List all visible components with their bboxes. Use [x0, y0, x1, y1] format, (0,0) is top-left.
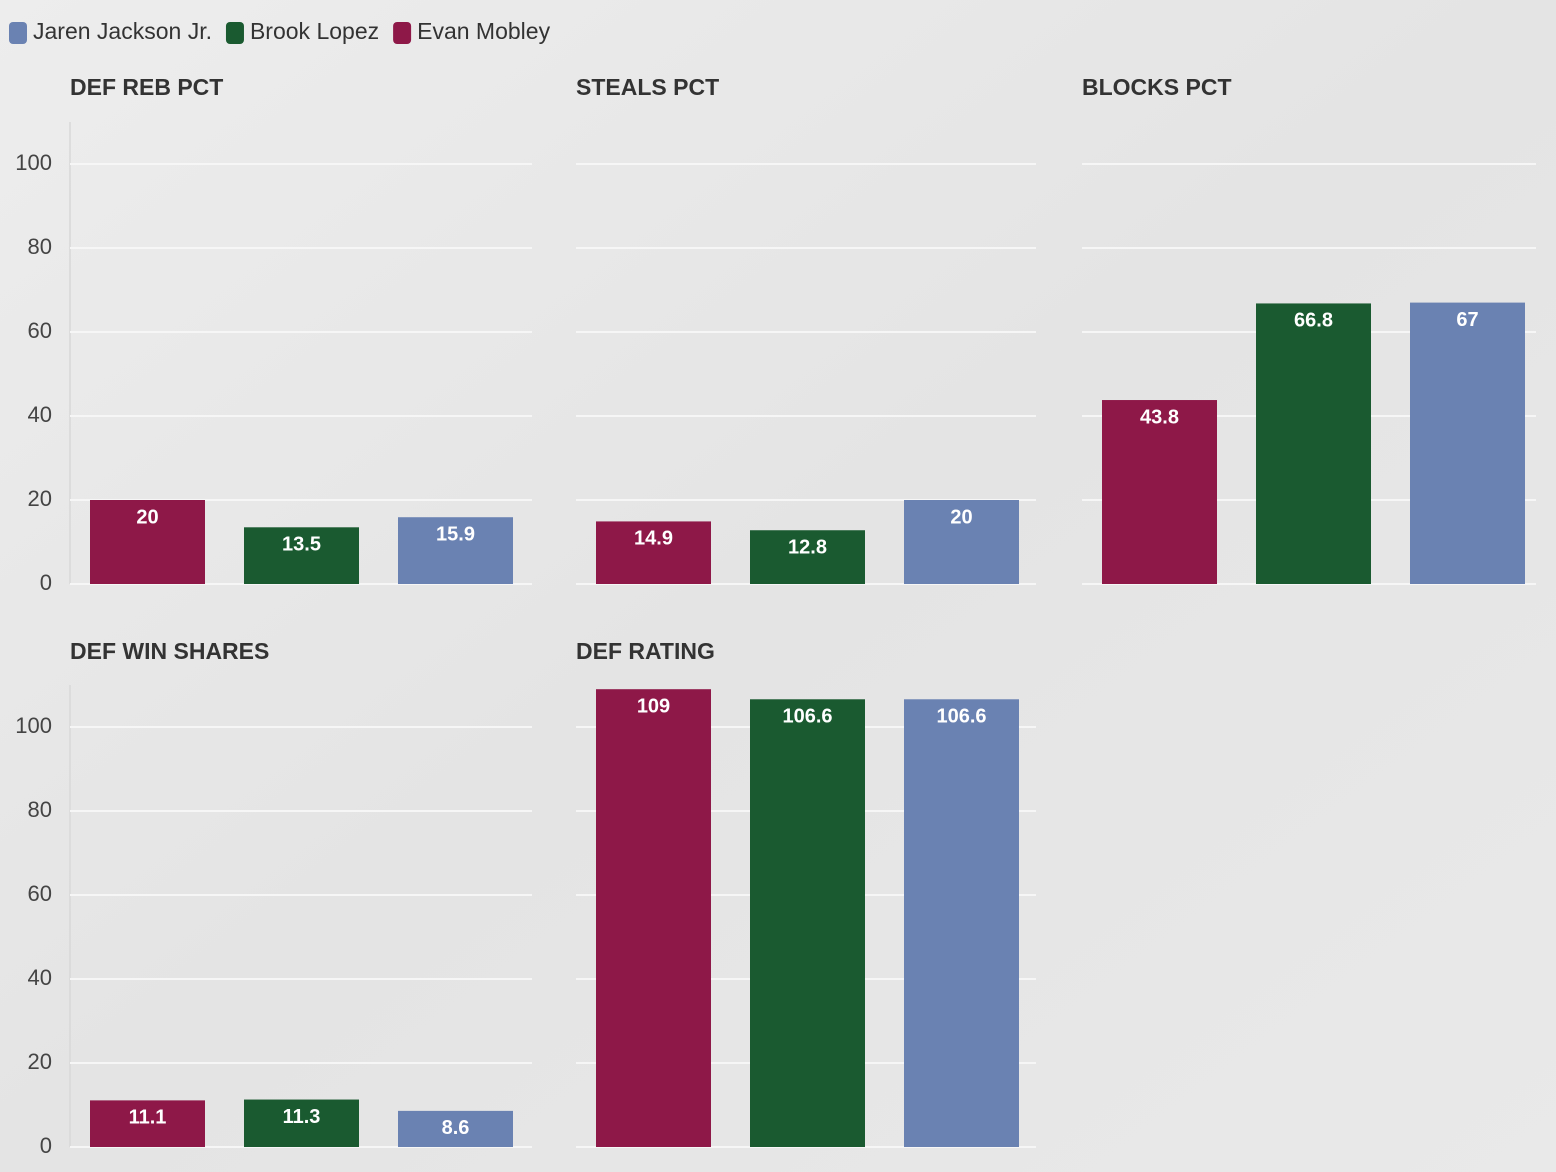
value-label: 20	[950, 506, 972, 528]
value-label: 67	[1456, 309, 1478, 331]
bar	[90, 500, 205, 584]
value-label: 11.3	[283, 1106, 321, 1128]
value-label: 11.1	[129, 1107, 167, 1129]
y-tick-label: 100	[15, 713, 52, 738]
bar	[398, 517, 513, 584]
panel-title: STEALS PCT	[576, 74, 719, 100]
y-tick-label: 0	[40, 570, 52, 595]
panel-title: DEF WIN SHARES	[70, 638, 269, 664]
value-label: 14.9	[634, 528, 673, 550]
panel-title: DEF RATING	[576, 638, 715, 664]
bar	[244, 527, 359, 584]
bar	[750, 699, 865, 1147]
legend-label: Jaren Jackson Jr.	[33, 18, 212, 44]
bar	[904, 699, 1019, 1147]
y-tick-label: 80	[28, 234, 52, 259]
value-label: 43.8	[1140, 406, 1179, 428]
legend-label: Evan Mobley	[417, 18, 550, 44]
value-label: 109	[637, 695, 670, 717]
bar	[1256, 303, 1371, 584]
bar	[1410, 302, 1525, 584]
bar	[596, 689, 711, 1147]
bar	[398, 1110, 513, 1147]
y-tick-label: 20	[28, 1049, 52, 1074]
y-tick-label: 100	[15, 150, 52, 175]
bar	[596, 521, 711, 584]
value-label: 20	[136, 506, 158, 528]
legend-swatch	[393, 22, 412, 44]
bar	[244, 1099, 359, 1147]
y-tick-label: 80	[28, 797, 52, 822]
panel-title: DEF REB PCT	[70, 74, 223, 100]
panel-title: BLOCKS PCT	[1082, 74, 1232, 100]
bar	[750, 530, 865, 584]
y-tick-label: 60	[28, 881, 52, 906]
y-tick-label: 60	[28, 318, 52, 343]
bar	[904, 500, 1019, 584]
y-tick-label: 40	[28, 965, 52, 990]
legend-swatch	[9, 22, 27, 44]
legend-swatch	[225, 22, 244, 44]
bar	[1102, 400, 1217, 584]
value-label: 66.8	[1294, 310, 1333, 332]
value-label: 106.6	[936, 706, 986, 728]
legend-label: Brook Lopez	[250, 18, 379, 44]
bar	[90, 1100, 205, 1147]
value-label: 8.6	[442, 1117, 470, 1139]
value-label: 15.9	[436, 524, 475, 546]
y-tick-label: 40	[28, 402, 52, 427]
y-tick-label: 20	[28, 486, 52, 511]
value-label: 106.6	[782, 706, 832, 728]
value-label: 12.8	[788, 537, 827, 559]
value-label: 13.5	[282, 534, 321, 556]
y-tick-label: 0	[40, 1133, 52, 1158]
